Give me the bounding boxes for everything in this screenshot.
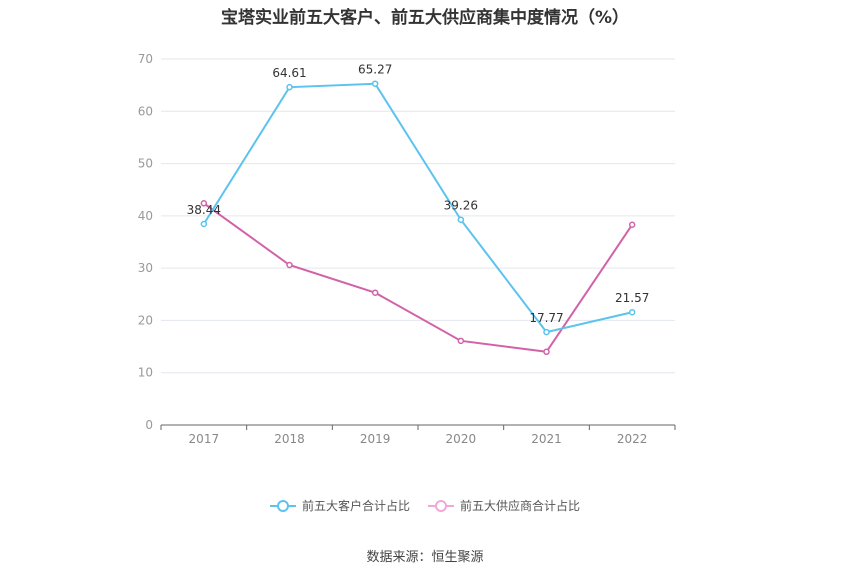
legend-swatch-customers [269,499,296,512]
data-label: 39.26 [444,199,478,213]
legend-item-customers[interactable]: 前五大客户合计占比 [269,497,410,514]
data-label: 17.77 [529,311,563,325]
data-point [457,337,465,345]
series-line [203,202,633,353]
data-point [200,200,208,207]
data-point [286,83,293,91]
y-tick-label: 50 [138,157,153,171]
x-tick-label: 2017 [189,432,220,446]
y-tick-label: 0 [145,418,153,432]
y-tick-label: 20 [138,313,153,327]
series-line [202,82,633,334]
line-chart: 0 10 20 30 40 50 60 70 2017 2018 2019 2020 2021 2022 3… [138,52,676,446]
data-point [628,221,636,228]
data-label: 21.57 [615,291,649,305]
x-tick-label: 2021 [531,432,562,446]
legend-swatch-suppliers [428,499,454,512]
data-point [286,261,293,269]
data-label: 38.44 [187,203,221,217]
data-point [628,308,636,316]
y-tick-label: 70 [138,52,153,66]
data-label: 65.27 [358,63,392,77]
data-point [543,328,550,336]
data-source: 数据来源：恒生聚源 [366,550,484,565]
y-tick-label: 30 [138,261,153,275]
chart-title: 宝塔实业前五大客户、前五大供应商集中度情况（%） [220,8,630,28]
legend: 前五大客户合计占比 前五大供应商合计占比 [0,497,850,514]
data-point [371,289,379,296]
data-label: 64.61 [272,66,306,80]
x-tick-label: 2019 [360,432,391,446]
y-tick-label: 10 [138,366,153,380]
data-point [371,80,379,87]
data-point [200,220,208,228]
data-point [457,216,465,223]
data-point [543,348,550,356]
legend-label-suppliers: 前五大供应商合计占比 [460,499,581,513]
legend-item-suppliers[interactable]: 前五大供应商合计占比 [428,497,580,514]
y-tick-label: 60 [138,104,153,118]
x-tick-label: 2022 [617,432,648,446]
x-tick-label: 2020 [446,432,477,446]
y-tick-label: 40 [138,209,153,223]
x-tick-label: 2018 [274,432,305,446]
legend-label-customers: 前五大客户合计占比 [301,499,410,513]
